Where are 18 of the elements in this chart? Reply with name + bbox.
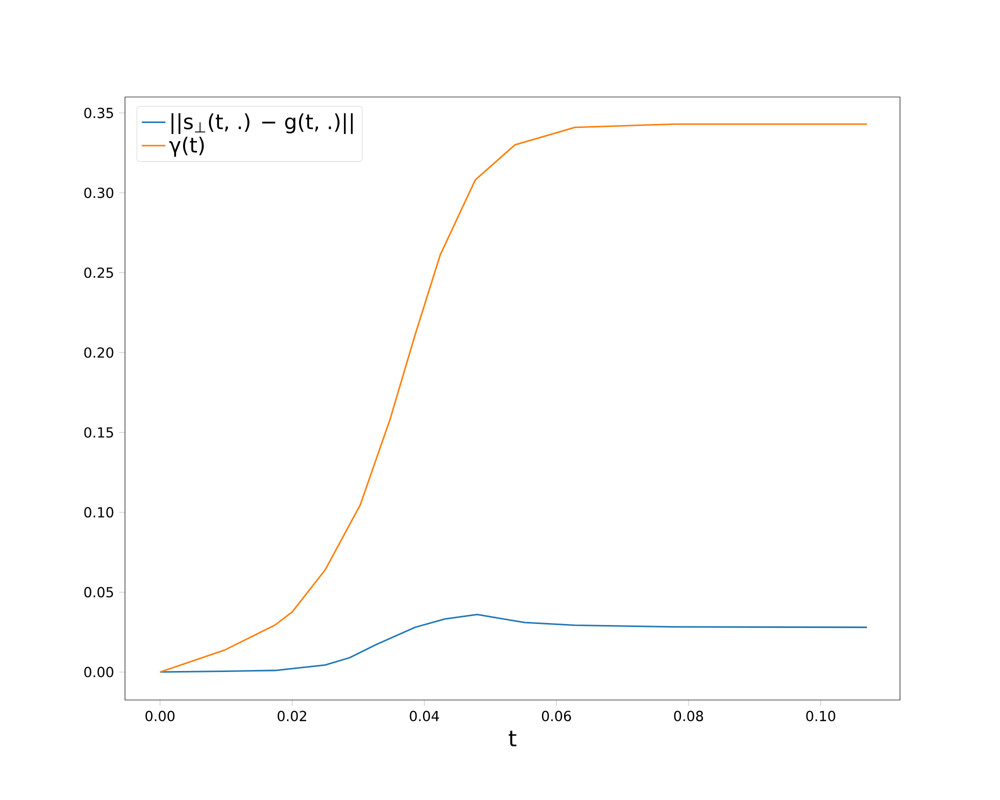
y-tick-label: 0.05 bbox=[84, 586, 113, 598]
y-tick-label: 0.00 bbox=[84, 666, 114, 678]
x-tick-label: 0.10 bbox=[806, 710, 836, 722]
x-tick-label: 0.02 bbox=[278, 710, 306, 722]
x-tick-label: 0.06 bbox=[542, 710, 571, 722]
x-tick-label: 0.00 bbox=[146, 710, 175, 722]
x-tick-label: 0.08 bbox=[674, 710, 704, 722]
y-tick-label: 0.30 bbox=[84, 188, 114, 198]
y-tick-label: 0.20 bbox=[84, 347, 114, 358]
y-tick-label: 0.35 bbox=[84, 108, 113, 118]
y-tick-label: 0.25 bbox=[84, 267, 113, 278]
legend-label: γ(t) bbox=[169, 136, 204, 157]
x-tick-label: 0.04 bbox=[410, 710, 439, 722]
x-axis-title: t bbox=[508, 730, 516, 746]
line-series bbox=[159, 614, 868, 673]
legend-label: ||s$_{⊥}$(t, .) − g(t, .)|| bbox=[172, 113, 353, 134]
y-tick-label: 0.10 bbox=[84, 507, 114, 518]
y-tick-label: 0.15 bbox=[84, 427, 113, 438]
